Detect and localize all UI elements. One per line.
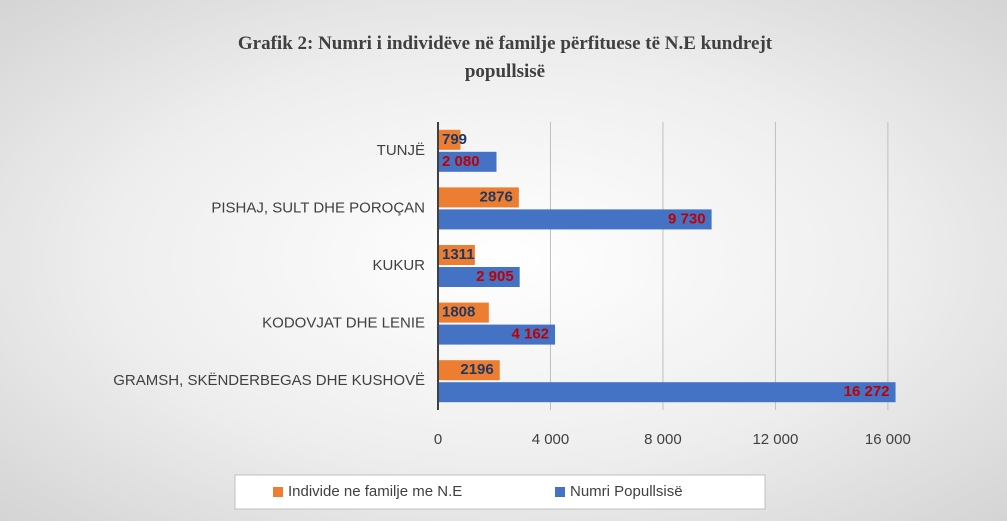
x-tick-label: 8 000	[644, 431, 682, 448]
x-tick-label: 16 000	[865, 431, 911, 448]
y-tick-label: TUNJË	[377, 142, 425, 159]
bar	[438, 382, 896, 403]
data-label: 2 905	[476, 268, 514, 285]
legend-label: Numri Popullsisë	[570, 483, 683, 500]
data-label: 2196	[460, 361, 493, 378]
x-tick-label: 4 000	[532, 431, 570, 448]
legend-swatch	[273, 487, 283, 497]
data-label: 1311	[442, 246, 475, 263]
y-tick-label: KUKUR	[372, 257, 425, 274]
bar	[438, 360, 500, 381]
bar	[438, 302, 489, 323]
data-label: 799	[442, 131, 467, 148]
y-tick-label: GRAMSH, SKËNDERBEGAS DHE KUSHOVË	[113, 372, 425, 389]
data-label: 9 730	[668, 210, 706, 227]
x-tick-label: 12 000	[752, 431, 798, 448]
data-label: 16 272	[844, 383, 890, 400]
data-label: 1808	[442, 304, 475, 321]
legend-box	[234, 474, 766, 510]
bar	[438, 187, 519, 208]
data-label: 2 080	[442, 153, 480, 170]
y-tick-label: KODOVJAT DHE LENIE	[262, 315, 425, 332]
bar	[438, 129, 461, 150]
x-tick-label: 0	[434, 431, 442, 448]
legend-swatch	[555, 487, 565, 497]
bar	[438, 324, 556, 345]
bar	[438, 151, 497, 172]
data-label: 2876	[479, 188, 512, 205]
data-label: 4 162	[511, 326, 549, 343]
y-tick-label: PISHAJ, SULT DHE POROÇAN	[211, 199, 425, 216]
bar	[438, 245, 475, 265]
chart-title: Grafik 2: Numri i individëve në familje …	[237, 33, 773, 82]
bar	[438, 267, 520, 287]
bar	[438, 209, 712, 230]
legend-label: Individe ne familje me N.E	[288, 483, 462, 500]
